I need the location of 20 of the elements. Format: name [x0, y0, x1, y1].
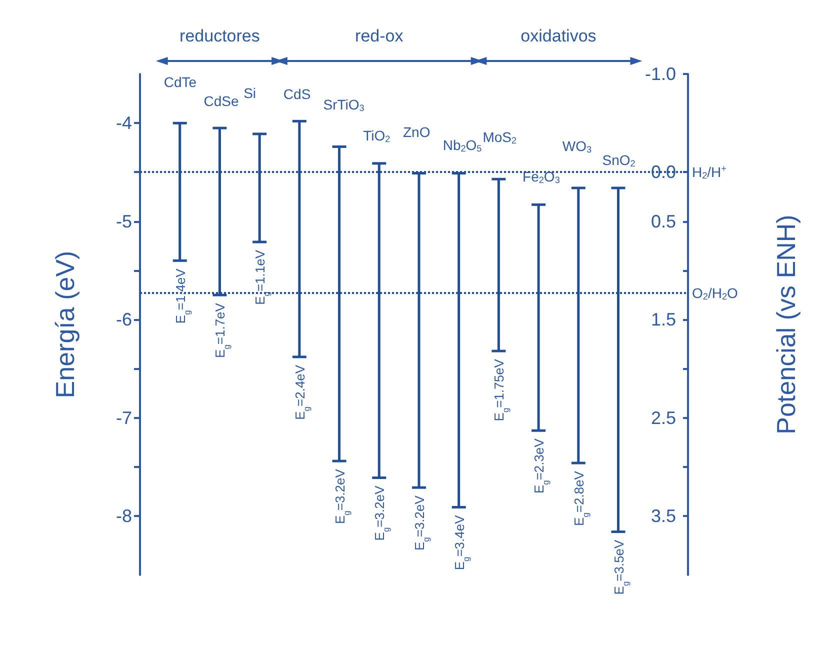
y2-tick-label: -1.0 — [644, 64, 676, 84]
y-axis-title: Energía (eV) — [50, 250, 80, 398]
y-tick-label: -5 — [116, 211, 132, 232]
x-tick-label: CdSe — [204, 93, 239, 110]
y2-tick-label: 0.5 — [650, 211, 676, 232]
y-tick-label: -4 — [116, 113, 132, 134]
x-tick-label: Si — [244, 84, 256, 101]
y2-axis-title: Potencial (vs ENH) — [771, 214, 801, 434]
x-tick-label: ZnO — [402, 124, 430, 140]
y2-tick-label: 3.5 — [650, 506, 676, 526]
text: reductores — [180, 26, 260, 46]
text: oxidativos — [520, 26, 596, 46]
y-tick-label: -8 — [116, 506, 132, 526]
y-tick-label: -6 — [116, 310, 132, 330]
y2-tick-label: 2.5 — [650, 408, 676, 428]
text: red-ox — [355, 26, 404, 46]
x-tick-label: CdTe — [164, 74, 197, 90]
y2-tick-label: 1.5 — [650, 310, 676, 330]
y-tick-label: -7 — [116, 408, 132, 428]
x-tick-label: CdS — [283, 86, 311, 102]
